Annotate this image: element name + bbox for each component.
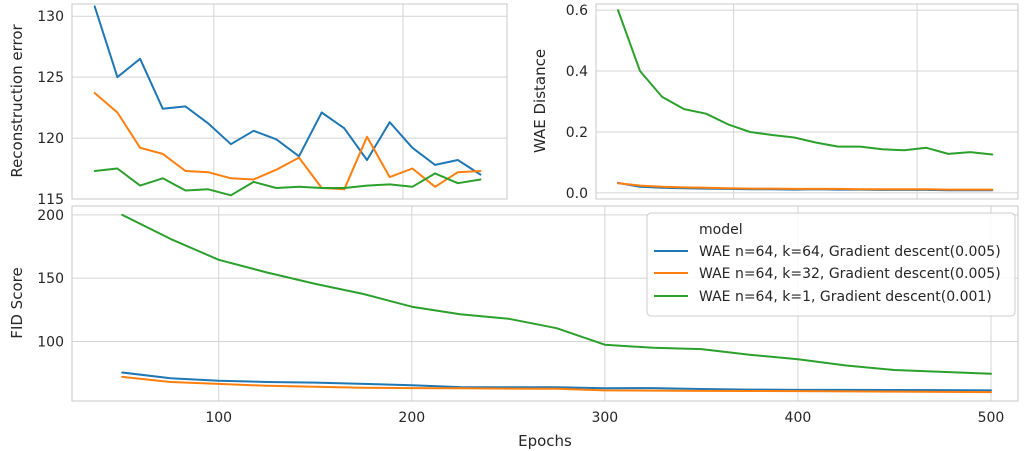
- fid-x-tick-label: 100: [205, 410, 232, 426]
- legend-entry-k32: WAE n=64, k=32, Gradient descent(0.005): [699, 266, 1001, 282]
- reconstruction-error-y-axis-label: Reconstruction error: [8, 23, 26, 177]
- reconstruction-error-panel: 115 120 125 130 Reconstruction error: [8, 3, 508, 208]
- wae-y-tick-label: 0.6: [566, 3, 588, 19]
- epochs-x-axis-label: Epochs: [518, 432, 572, 450]
- fid-score-y-axis-label: FID Score: [8, 267, 26, 338]
- recon-series-line-2: [93, 92, 482, 191]
- fid-score-panel: 100 150 200 100 200 300 400 500 FID Score Epoch…: [8, 205, 1019, 450]
- wae-series-line-2: [617, 182, 994, 191]
- wae-y-tick-label: 0.2: [566, 125, 588, 141]
- recon-series-line-3: [93, 167, 482, 197]
- recon-y-tick-label: 115: [37, 192, 64, 208]
- fid-series-line-3: [121, 213, 992, 375]
- fid-y-tick-label: 150: [37, 271, 64, 287]
- legend-box: [646, 212, 1016, 317]
- fid-y-tick-label: 100: [37, 334, 64, 350]
- recon-y-tick-label: 130: [37, 9, 64, 25]
- fid-x-tick-label: 500: [978, 410, 1005, 426]
- recon-y-tick-label: 125: [37, 70, 64, 86]
- fid-x-tick-label: 300: [591, 410, 618, 426]
- legend: model WAE n=64, k=64, Gradient descent(0…: [646, 212, 1016, 317]
- recon-y-tick-label: 120: [37, 131, 64, 147]
- wae-distance-panel: 0.0 0.2 0.4 0.6 WAE Distance: [531, 3, 1019, 202]
- wae-distance-y-axis-label: WAE Distance: [531, 49, 549, 153]
- fid-score-plot-frame: [71, 205, 1019, 402]
- wae-distance-plot-frame: [595, 3, 1019, 200]
- legend-entry-k64: WAE n=64, k=64, Gradient descent(0.005): [699, 244, 1001, 260]
- fid-y-tick-label: 200: [37, 208, 64, 224]
- recon-series-line-1: [93, 5, 482, 176]
- wae-y-tick-label: 0.4: [566, 64, 588, 80]
- legend-title: model: [699, 222, 743, 238]
- fid-x-tick-label: 200: [398, 410, 425, 426]
- wae-y-tick-label: 0.0: [566, 186, 588, 202]
- reconstruction-error-plot-frame: [71, 3, 508, 200]
- fid-x-tick-label: 400: [785, 410, 812, 426]
- fid-series-line-2: [121, 375, 992, 394]
- legend-entry-k1: WAE n=64, k=1, Gradient descent(0.001): [699, 289, 992, 305]
- wae-series-line-3: [617, 9, 994, 156]
- fid-series-line-1: [121, 371, 992, 392]
